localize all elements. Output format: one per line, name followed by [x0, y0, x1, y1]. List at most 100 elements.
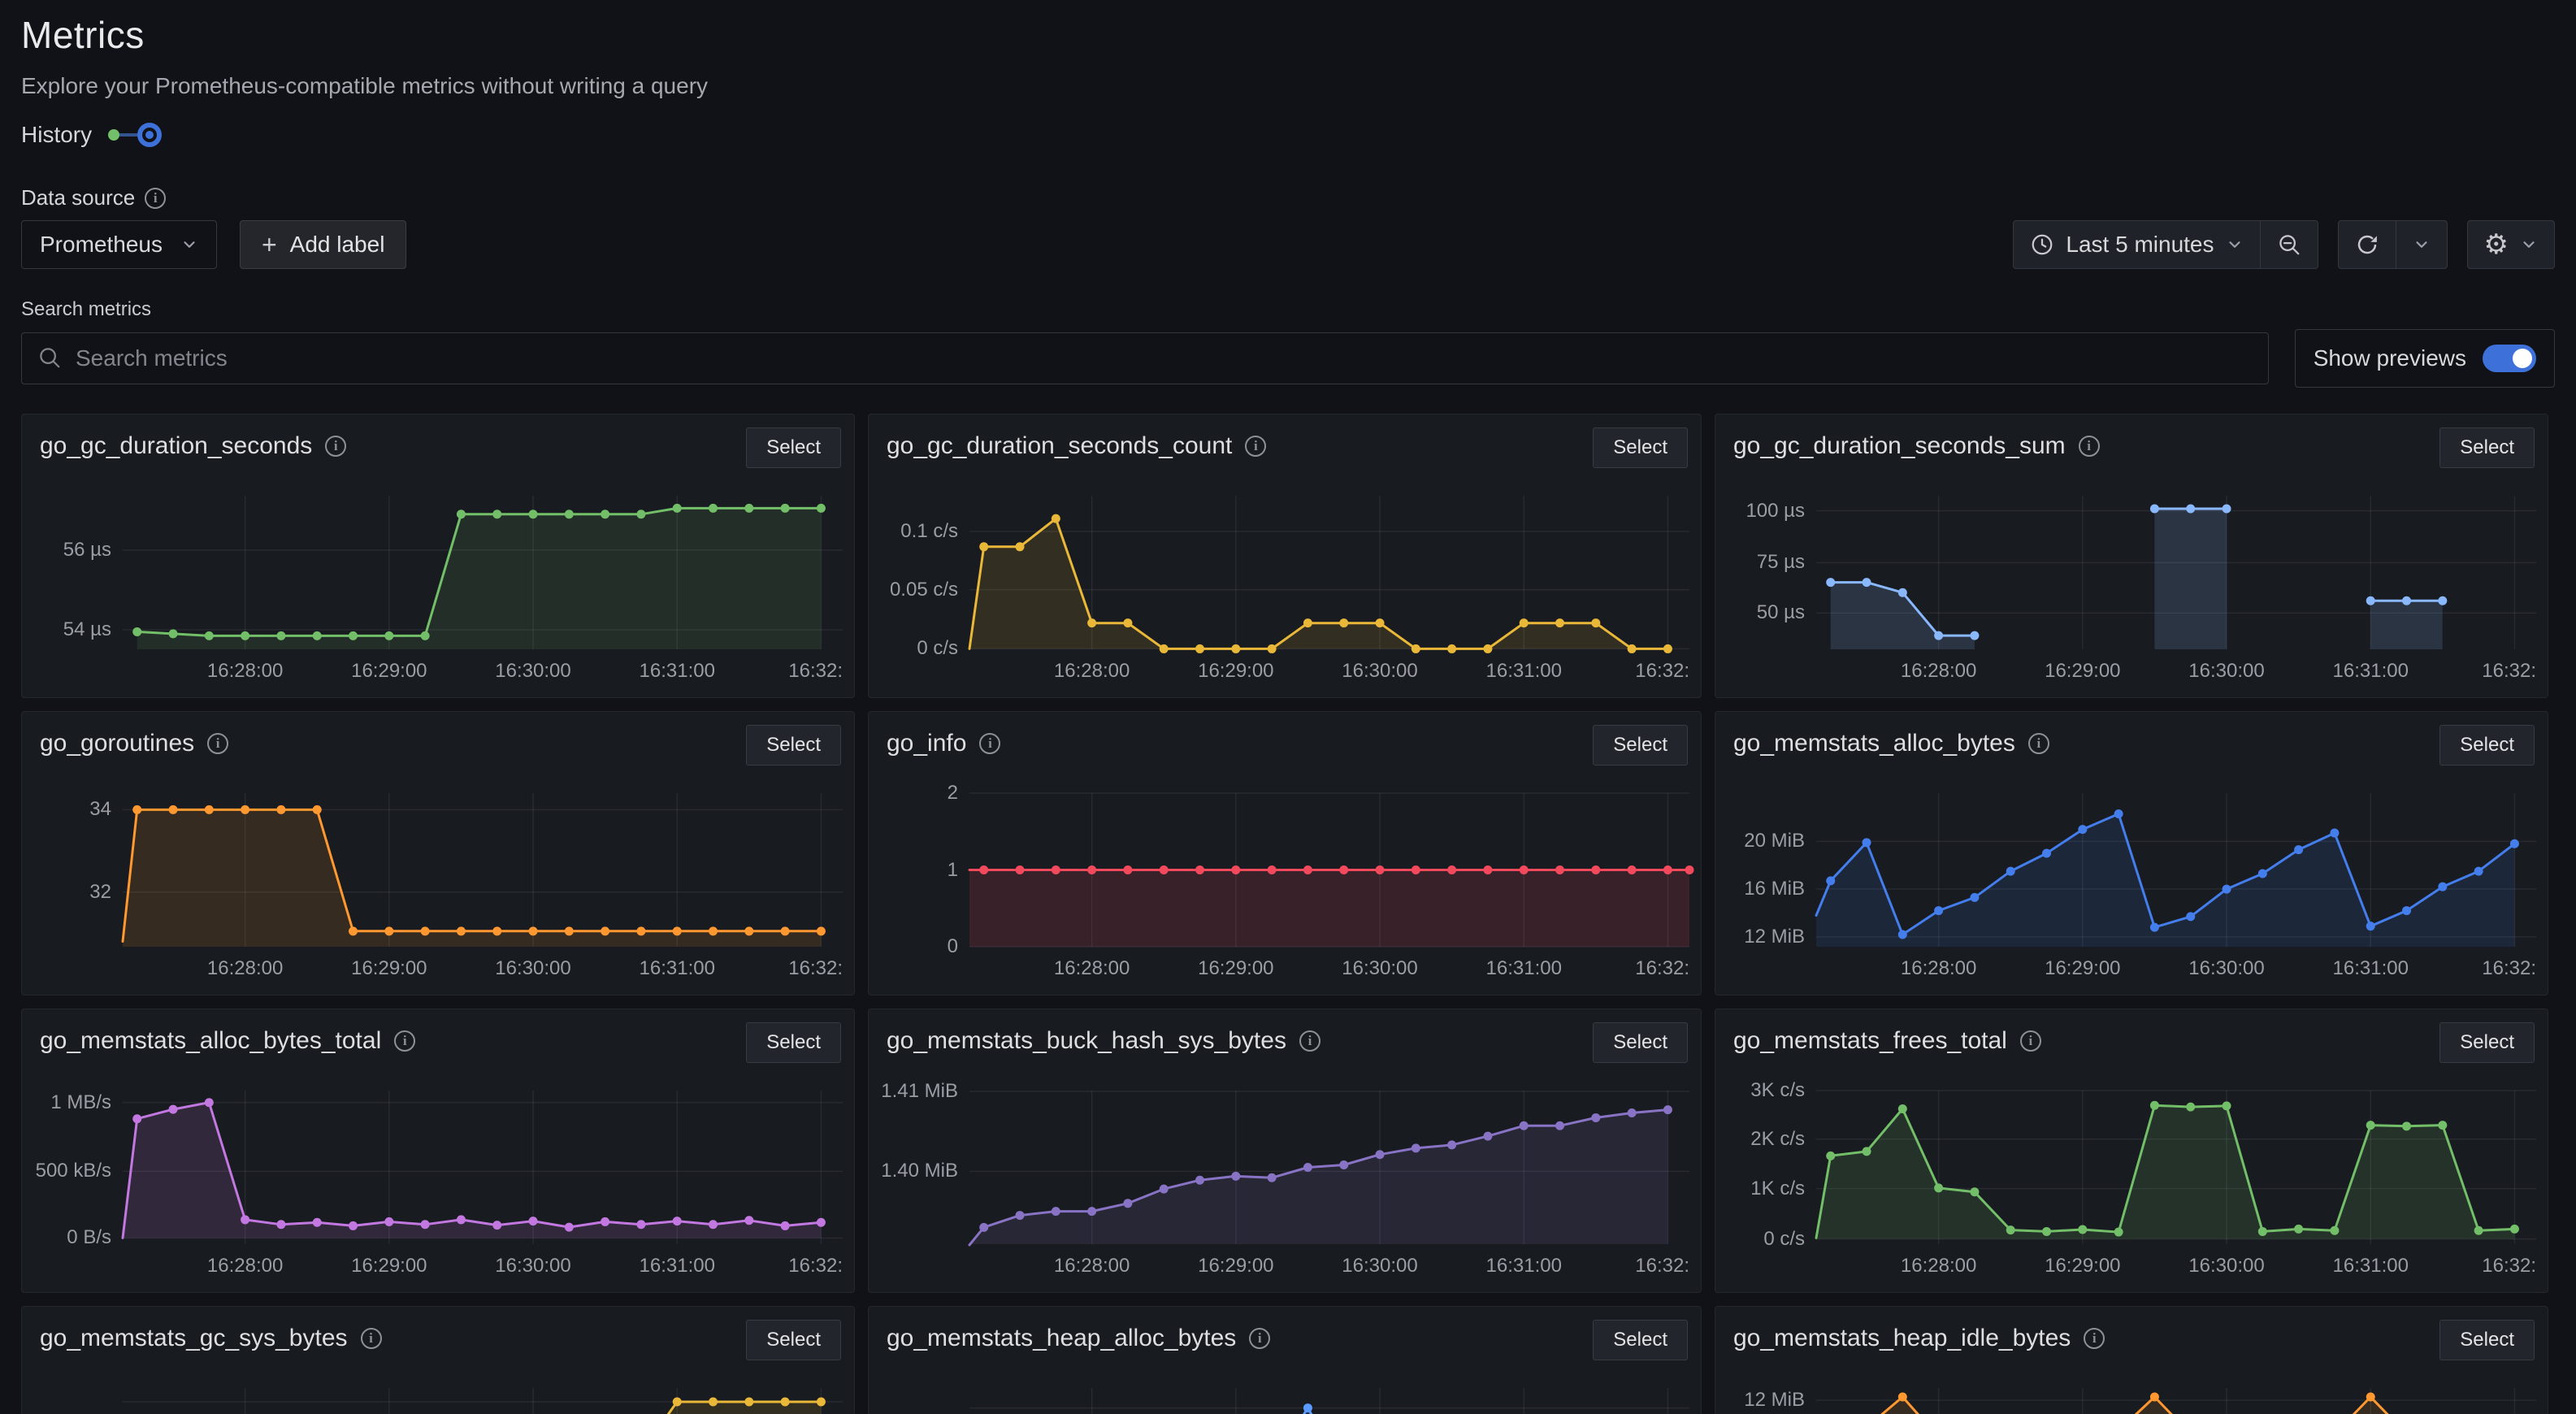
y-axis-labels: 1 MB/s 500 kB/s 0 B/s — [22, 1091, 111, 1249]
y-tick-label: 54 µs — [63, 618, 111, 640]
info-icon[interactable]: i — [360, 1328, 382, 1349]
select-button[interactable]: Select — [746, 725, 841, 766]
chevron-down-icon — [2523, 241, 2535, 248]
metric-card: go_memstats_buck_hash_sys_bytes i Select… — [868, 1008, 1702, 1293]
metrics-grid: go_gc_duration_seconds i Select 56 µs 54 … — [21, 414, 2555, 1414]
x-axis-labels: 16:28:00 16:29:00 16:30:00 16:31:00 16:32: — [969, 655, 1689, 684]
select-button[interactable]: Select — [1593, 1022, 1688, 1063]
select-button[interactable]: Select — [746, 1320, 841, 1360]
history-toggle-handle[interactable] — [137, 123, 163, 147]
x-axis-labels: 16:28:00 16:29:00 16:30:00 16:31:00 16:32: — [969, 952, 1689, 982]
y-axis-labels: 100 µs 75 µs 50 µs — [1715, 496, 1805, 649]
metric-card: go_goroutines i Select 34 32 16:28:00 16:2… — [21, 711, 855, 995]
zoom-out-button[interactable] — [2259, 221, 2318, 268]
chart-canvas — [1815, 1090, 2536, 1244]
y-axis-labels: 34 32 — [22, 793, 111, 947]
x-tick-label: 16:30:00 — [1342, 660, 1418, 682]
chevron-down-icon — [2228, 241, 2240, 248]
x-tick-label: 16:28:00 — [1900, 1255, 1977, 1277]
search-input[interactable] — [21, 332, 2269, 384]
info-icon[interactable]: i — [2084, 1328, 2105, 1349]
x-tick-label: 16:30:00 — [495, 957, 571, 979]
refresh-interval-button[interactable] — [2395, 221, 2447, 268]
x-tick-label: 16:29:00 — [351, 1255, 427, 1277]
x-tick-label: 16:31:00 — [639, 957, 715, 979]
metric-chart: 1.41 MiB 1.40 MiB 16:28:00 16:29:00 16:30:0… — [869, 1080, 1702, 1294]
info-icon[interactable]: i — [2027, 733, 2049, 754]
history-toggle[interactable] — [108, 123, 163, 147]
metric-card: go_memstats_alloc_bytes_total i Select 1… — [21, 1008, 855, 1293]
show-previews-toggle[interactable] — [2483, 345, 2536, 372]
chart-canvas — [121, 793, 843, 947]
datasource-info-icon[interactable]: i — [145, 187, 167, 209]
settings-button[interactable]: ⚙ — [2468, 221, 2554, 268]
select-button[interactable]: Select — [1593, 427, 1688, 468]
select-button[interactable]: Select — [2439, 427, 2535, 468]
time-range-button[interactable]: Last 5 minutes — [2014, 221, 2259, 268]
chart-canvas — [969, 1388, 1689, 1414]
y-tick-label: 1 MB/s — [50, 1091, 111, 1113]
x-tick-label: 16:32: — [1635, 1255, 1689, 1277]
select-button[interactable]: Select — [746, 1022, 841, 1063]
datasource-picker[interactable]: Prometheus — [21, 220, 217, 269]
x-tick-label: 16:28:00 — [206, 660, 284, 682]
chart-canvas — [123, 496, 843, 649]
x-tick-label: 16:31:00 — [1485, 660, 1562, 682]
datasource-value: Prometheus — [40, 232, 163, 257]
info-icon[interactable]: i — [1299, 1030, 1321, 1052]
y-tick-label: 20 MiB — [1744, 830, 1805, 852]
select-button[interactable]: Select — [2439, 1320, 2535, 1360]
info-icon[interactable]: i — [2078, 436, 2100, 457]
y-tick-label: 16 MiB — [1744, 877, 1805, 900]
x-tick-label: 16:30:00 — [2188, 660, 2265, 682]
gear-icon: ⚙ — [2483, 229, 2509, 260]
chart-canvas — [1816, 1388, 2536, 1414]
metric-card: go_gc_duration_seconds i Select 56 µs 54 … — [21, 414, 855, 698]
x-axis-labels: 16:28:00 16:29:00 16:30:00 16:31:00 16:32: — [1816, 1250, 2536, 1279]
toggle-knob — [2513, 349, 2532, 368]
add-label-button[interactable]: + Add label — [239, 220, 407, 269]
x-tick-label: 16:29:00 — [1198, 1255, 1274, 1277]
info-icon[interactable]: i — [979, 733, 1001, 754]
x-tick-label: 16:29:00 — [2045, 957, 2121, 979]
x-tick-label: 16:30:00 — [2188, 957, 2265, 979]
refresh-group — [2337, 220, 2448, 269]
metric-chart: 2 1 0 16:28:00 16:29:00 16:30:00 16:31:00 16:3… — [869, 782, 1702, 996]
select-button[interactable]: Select — [746, 427, 841, 468]
info-icon[interactable]: i — [325, 436, 347, 457]
x-tick-label: 16:32: — [2482, 660, 2536, 682]
x-tick-label: 16:32: — [1635, 957, 1689, 979]
chart-canvas — [968, 1091, 1689, 1247]
x-axis-labels: 16:28:00 16:29:00 16:30:00 16:31:00 16:32: — [1816, 655, 2536, 684]
info-icon[interactable]: i — [207, 733, 229, 754]
info-icon[interactable]: i — [1245, 436, 1267, 457]
metric-card: go_memstats_heap_idle_bytes i Select 12 … — [1715, 1306, 2548, 1414]
x-tick-label: 16:31:00 — [2332, 1255, 2409, 1277]
select-button[interactable]: Select — [2439, 725, 2535, 766]
x-tick-label: 16:29:00 — [1198, 957, 1274, 979]
metric-card: go_memstats_gc_sys_bytes i Select 16:28:… — [21, 1306, 855, 1414]
chart-canvas — [968, 792, 1694, 948]
select-button[interactable]: Select — [1593, 725, 1688, 766]
info-icon[interactable]: i — [1249, 1328, 1271, 1349]
select-button[interactable]: Select — [1593, 1320, 1688, 1360]
y-axis-labels: 2 1 0 — [869, 782, 958, 957]
info-icon[interactable]: i — [2019, 1030, 2041, 1052]
metric-chart: 34 32 16:28:00 16:29:00 16:30:00 16:31:00 16:… — [22, 793, 856, 996]
info-icon[interactable]: i — [394, 1030, 416, 1052]
x-tick-label: 16:28:00 — [206, 1255, 284, 1277]
y-tick-label: 50 µs — [1756, 601, 1805, 624]
select-button[interactable]: Select — [2439, 1022, 2535, 1063]
y-axis-labels: 12 MiB — [1715, 1388, 1805, 1414]
x-tick-label: 16:31:00 — [1485, 957, 1562, 979]
x-axis-labels: 16:28:00 16:29:00 16:30:00 16:31:00 16:32: — [969, 1250, 1689, 1279]
time-range-label: Last 5 minutes — [2066, 232, 2214, 257]
metric-chart: 20 MiB 16 MiB 12 MiB 16:28:00 16:29:00 16:30… — [1715, 793, 2549, 996]
refresh-button[interactable] — [2339, 221, 2396, 268]
metric-card: go_gc_duration_seconds_count i Select 0.… — [868, 414, 1702, 698]
y-tick-label: 1.40 MiB — [881, 1160, 958, 1182]
y-axis-labels — [869, 1388, 958, 1414]
metric-chart: 12 MiB 16:28:0016:29:0016:30:0016:31:001… — [1715, 1388, 2549, 1414]
